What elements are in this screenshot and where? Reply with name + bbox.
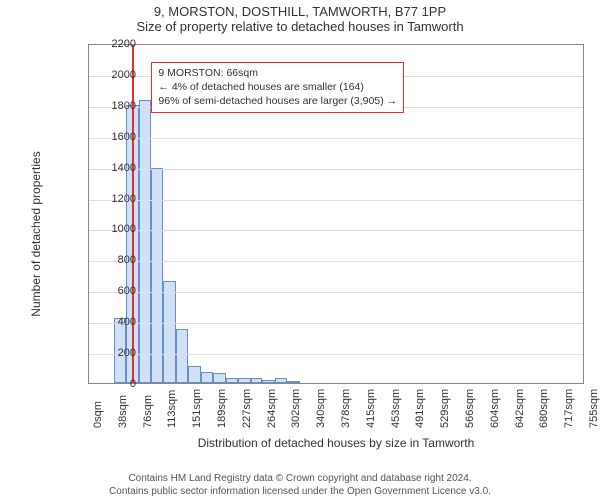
x-axis-label: Distribution of detached houses by size … [88, 436, 584, 450]
x-tick-label: 755sqm [588, 389, 600, 428]
histogram-bar [251, 378, 263, 383]
gridline-h [89, 200, 583, 201]
histogram-bar [238, 378, 250, 383]
x-tick-label: 604sqm [489, 389, 501, 428]
x-tick-label: 529sqm [439, 389, 451, 428]
x-tick-label: 642sqm [514, 389, 526, 428]
gridline-h [89, 230, 583, 231]
x-tick-label: 0sqm [92, 401, 104, 428]
footer-line-1: Contains HM Land Registry data © Crown c… [0, 472, 600, 485]
x-tick-label: 302sqm [290, 389, 302, 428]
y-axis-label: Number of detached properties [29, 151, 43, 316]
x-tick-label: 717sqm [563, 389, 575, 428]
gridline-h [89, 169, 583, 170]
y-tick-label: 2000 [92, 69, 136, 81]
histogram-bar [275, 378, 287, 383]
gridline-h [89, 138, 583, 139]
histogram-bar [226, 378, 238, 383]
x-tick-label: 38sqm [117, 395, 129, 428]
y-tick-label: 600 [92, 285, 136, 297]
title-address: 9, MORSTON, DOSTHILL, TAMWORTH, B77 1PP [0, 0, 600, 19]
y-tick-label: 1600 [92, 131, 136, 143]
x-tick-label: 415sqm [365, 389, 377, 428]
x-tick-label: 113sqm [166, 390, 178, 428]
gridline-h [89, 261, 583, 262]
gridline-h [89, 354, 583, 355]
footer-line-2: Contains public sector information licen… [0, 485, 600, 498]
x-tick-label: 76sqm [142, 395, 154, 428]
x-tick-label: 680sqm [538, 389, 550, 428]
y-tick-label: 400 [92, 316, 136, 328]
histogram-bar [163, 281, 175, 383]
gridline-h [89, 292, 583, 293]
plot-area: 9 MORSTON: 66sqm← 4% of detached houses … [88, 44, 584, 384]
x-tick-label: 453sqm [390, 389, 402, 428]
annotation-line: ← 4% of detached houses are smaller (164… [158, 80, 397, 94]
x-tick-label: 227sqm [241, 389, 253, 428]
y-tick-label: 1800 [92, 100, 136, 112]
annotation-box: 9 MORSTON: 66sqm← 4% of detached houses … [151, 62, 404, 113]
histogram-bar [262, 380, 274, 383]
histogram-bar [213, 373, 225, 383]
x-tick-label: 378sqm [340, 389, 352, 428]
marker-line [132, 45, 134, 383]
y-tick-label: 800 [92, 254, 136, 266]
gridline-h [89, 323, 583, 324]
histogram-bar [188, 366, 200, 383]
x-tick-label: 151sqm [191, 389, 203, 428]
histogram-bar [201, 372, 213, 383]
y-tick-label: 1400 [92, 162, 136, 174]
footer-attribution: Contains HM Land Registry data © Crown c… [0, 472, 600, 498]
x-tick-label: 189sqm [216, 389, 228, 428]
x-tick-label: 566sqm [464, 389, 476, 428]
figure: 9, MORSTON, DOSTHILL, TAMWORTH, B77 1PP … [0, 0, 600, 500]
histogram-bar [287, 381, 299, 383]
y-tick-label: 1200 [92, 193, 136, 205]
annotation-line: 9 MORSTON: 66sqm [158, 66, 397, 80]
x-tick-label: 340sqm [315, 389, 327, 428]
x-tick-label: 491sqm [414, 389, 426, 428]
x-tick-label: 264sqm [266, 389, 278, 428]
y-tick-label: 0 [92, 378, 136, 390]
y-tick-label: 1000 [92, 223, 136, 235]
chart-area: Number of detached properties 9 MORSTON:… [40, 44, 588, 444]
title-subtitle: Size of property relative to detached ho… [0, 19, 600, 36]
histogram-bar [139, 100, 151, 383]
histogram-bar [176, 329, 188, 383]
y-tick-label: 200 [92, 347, 136, 359]
annotation-line: 96% of semi-detached houses are larger (… [158, 94, 397, 108]
y-tick-label: 2200 [92, 38, 136, 50]
